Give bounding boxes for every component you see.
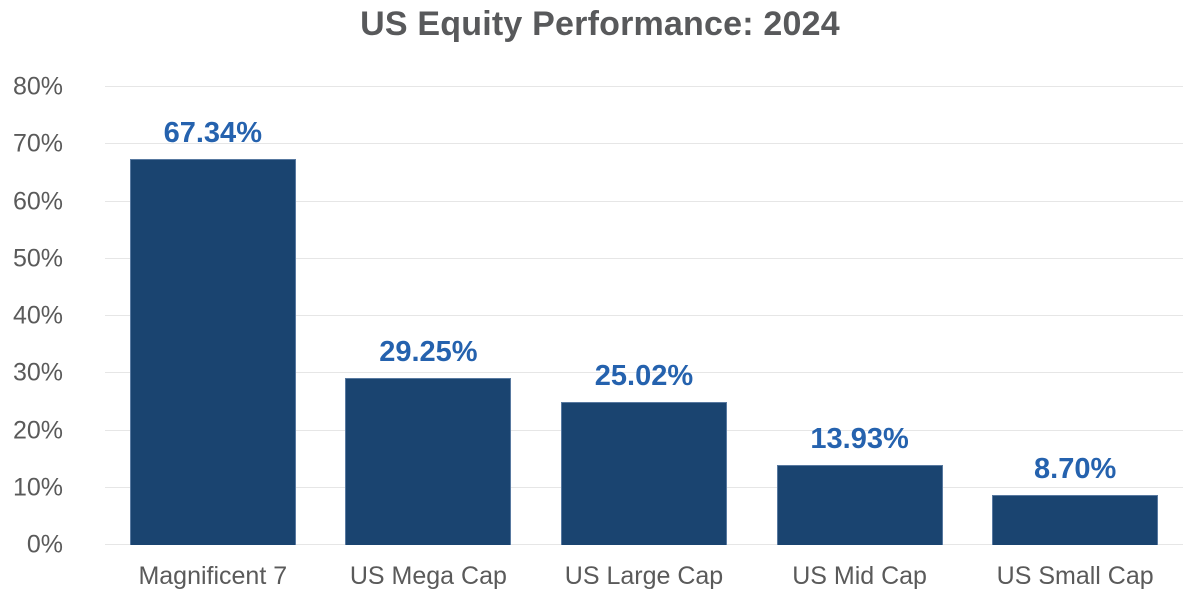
y-tick-label-70: 70% [12, 129, 63, 158]
x-tick-label-us-mid-cap: US Mid Cap [792, 562, 927, 590]
bar-value-label-magnificent-7: 67.34% [163, 117, 262, 150]
y-tick-label-60: 60% [12, 187, 63, 215]
gridline-60 [105, 200, 1183, 202]
x-tick-label-us-small-cap: US Small Cap [996, 562, 1154, 590]
x-tick-label-us-mega-cap: US Mega Cap [349, 562, 507, 590]
bar-slot-us-large-cap: 25.02% [536, 87, 752, 545]
x-tick-label-magnificent-7: Magnificent 7 [138, 562, 288, 590]
y-tick-label-20: 20% [12, 416, 63, 444]
gridline-30 [105, 372, 1183, 374]
y-tick-label-30: 30% [12, 358, 63, 387]
bar-slot-us-small-cap: 8.70% [967, 87, 1183, 545]
y-tick-label-40: 40% [12, 301, 63, 330]
y-tick-label-80: 80% [12, 72, 63, 101]
bar-value-label-us-large-cap: 25.02% [594, 359, 694, 392]
bars-layer: 67.34% 29.25% 25.02% 13.93% 8.70% [105, 87, 1183, 545]
bar-slot-magnificent-7: 67.34% [105, 87, 321, 545]
x-tick-label-us-large-cap: US Large Cap [564, 562, 724, 590]
gridline-50 [105, 257, 1183, 259]
gridline-80 [105, 86, 1183, 87]
y-axis: 0% 10% 20% 30% 40% 50% 60% 70% 80% [0, 74, 63, 557]
x-axis: Magnificent 7 US Mega Cap US Large Cap US M… [105, 561, 1183, 591]
bar-magnificent-7: 67.34% [129, 119, 296, 545]
bar-slot-us-mega-cap: 29.25% [321, 87, 537, 545]
y-tick-label-10: 10% [12, 473, 63, 502]
bar-us-mega-cap: 29.25% [345, 337, 512, 545]
chart-title: US Equity Performance: 2024 [360, 5, 840, 43]
y-tick-label-50: 50% [12, 244, 63, 273]
gridline-70 [105, 143, 1183, 145]
bar-value-label-us-small-cap: 8.70% [1034, 453, 1117, 486]
plot-area: 67.34% 29.25% 25.02% 13.93% 8.70% [105, 86, 1183, 545]
gridline-40 [105, 315, 1183, 316]
bar-value-label-us-mega-cap: 29.25% [379, 335, 478, 368]
bar-us-small-cap: 8.70% [992, 455, 1159, 545]
bar-us-mid-cap: 13.93% [776, 425, 943, 545]
bar-us-large-cap: 25.02% [560, 361, 727, 545]
bar-slot-us-mid-cap: 13.93% [752, 87, 968, 545]
y-tick-label-0: 0% [26, 530, 63, 559]
bar-value-label-us-mid-cap: 13.93% [810, 423, 909, 456]
